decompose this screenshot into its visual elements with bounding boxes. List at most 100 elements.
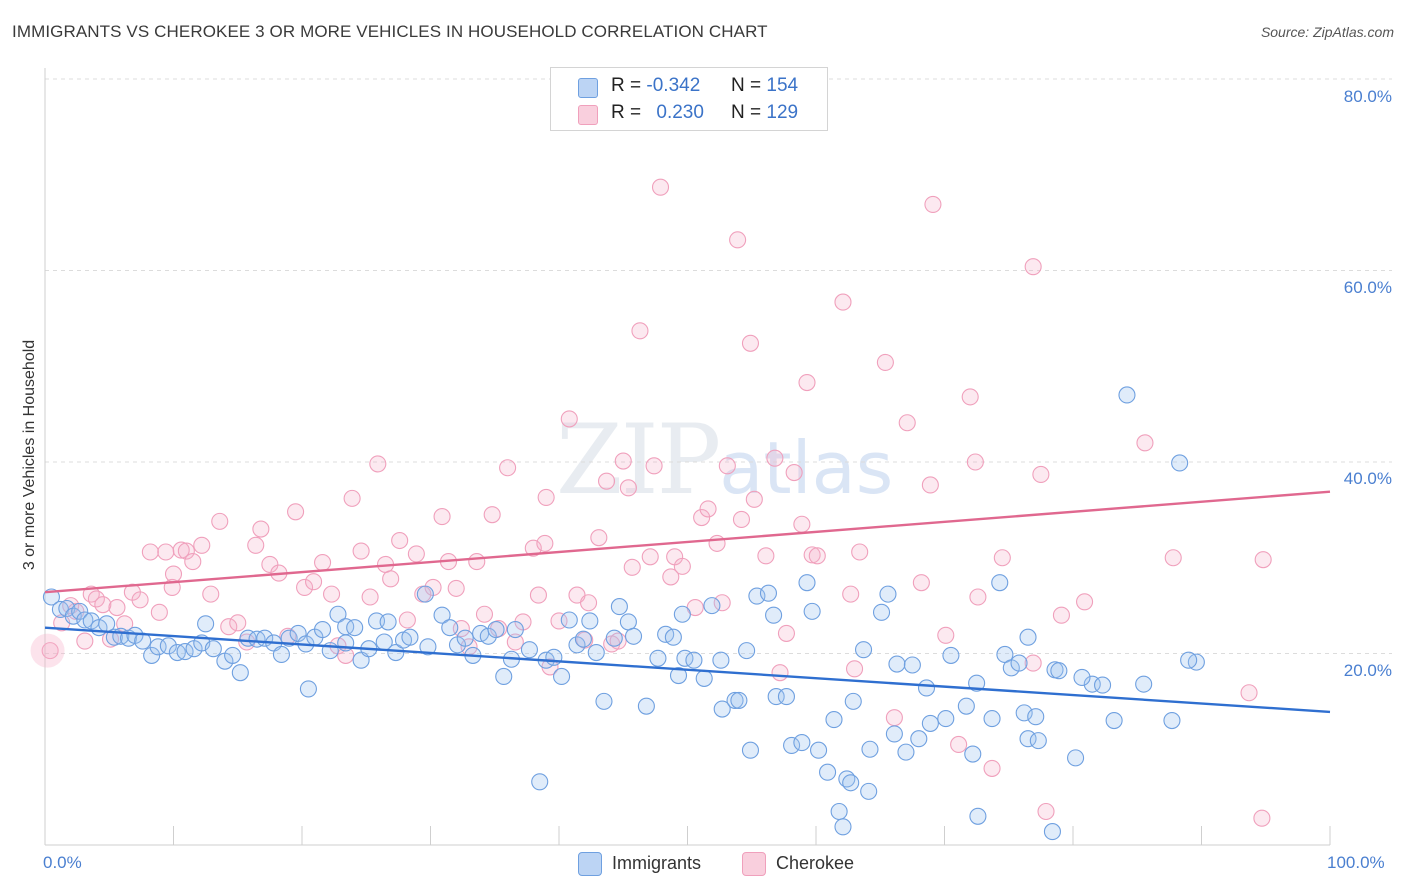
immigrants-point bbox=[379, 613, 397, 631]
immigrants-point bbox=[1105, 711, 1123, 730]
immigrants-point bbox=[738, 642, 756, 660]
immigrants-point bbox=[1171, 454, 1189, 472]
immigrants-point bbox=[854, 641, 873, 659]
cherokee-point bbox=[597, 472, 616, 490]
cherokee-point bbox=[1164, 549, 1182, 567]
bottom-immigrants-swatch bbox=[578, 852, 602, 876]
cherokee-point bbox=[87, 590, 105, 608]
immigrants-point bbox=[346, 619, 364, 637]
immigrants-point bbox=[441, 619, 459, 637]
cherokee-point bbox=[391, 531, 409, 550]
chart-title: IMMIGRANTS VS CHEROKEE 3 OR MORE VEHICLE… bbox=[12, 22, 768, 41]
cherokee-points bbox=[30, 178, 1272, 827]
cherokee-point bbox=[108, 598, 126, 617]
cherokee-point bbox=[803, 546, 821, 564]
cherokee-r-label: R = bbox=[611, 102, 642, 123]
immigrants-point bbox=[726, 691, 744, 709]
cherokee-point bbox=[961, 388, 979, 406]
cherokee-point bbox=[287, 503, 305, 521]
cherokee-n-value: 129 bbox=[766, 102, 799, 123]
immigrants-point bbox=[834, 818, 852, 836]
immigrants-point bbox=[741, 741, 760, 759]
cherokee-point bbox=[766, 449, 784, 467]
bottom-cherokee-swatch bbox=[742, 852, 766, 876]
cherokee-trend-line bbox=[44, 490, 1331, 594]
cherokee-point bbox=[1032, 465, 1050, 483]
watermark-zip: ZIP bbox=[556, 404, 721, 516]
cherokee-point bbox=[475, 605, 494, 623]
cherokee-point bbox=[323, 585, 341, 603]
cherokee-point bbox=[131, 591, 149, 609]
cherokee-point bbox=[141, 543, 159, 561]
cherokee-point bbox=[619, 479, 637, 497]
cherokee-point bbox=[261, 555, 279, 574]
immigrants-point bbox=[983, 710, 1001, 728]
immigrants-point bbox=[712, 651, 730, 669]
y-tick-label-60: 60.0% bbox=[1343, 278, 1392, 297]
immigrants-point bbox=[280, 629, 298, 647]
immigrants-point bbox=[224, 646, 242, 664]
cherokee-point bbox=[150, 603, 168, 621]
immigrants-point bbox=[991, 574, 1009, 592]
immigrants-point bbox=[605, 629, 623, 647]
immigrants-point bbox=[897, 743, 915, 761]
bottom-immigrants-label: Immigrants bbox=[612, 853, 702, 873]
cherokee-point bbox=[845, 660, 864, 678]
immigrants-point bbox=[879, 585, 897, 603]
cherokee-point bbox=[1240, 684, 1258, 702]
cherokee-point bbox=[651, 178, 670, 196]
immigrants-point bbox=[387, 643, 405, 662]
immigrants-swatch bbox=[578, 78, 598, 98]
cherokee-point bbox=[314, 553, 332, 572]
immigrants-point bbox=[581, 612, 599, 630]
immigrants-point bbox=[1019, 628, 1037, 646]
cherokee-point bbox=[398, 611, 416, 629]
cherokee-point bbox=[220, 618, 238, 636]
immigrants-point bbox=[830, 802, 848, 821]
immigrants-point bbox=[730, 691, 748, 709]
cherokee-point bbox=[641, 548, 659, 566]
immigrants-point bbox=[1050, 662, 1068, 680]
immigrants-point bbox=[872, 603, 891, 621]
cherokee-point bbox=[407, 545, 425, 563]
immigrants-point bbox=[921, 714, 939, 732]
x-tick-label-min: 0.0% bbox=[43, 853, 82, 872]
cherokee-point bbox=[164, 565, 183, 583]
cherokee-point bbox=[993, 549, 1011, 567]
cherokee-point bbox=[969, 588, 987, 606]
immigrants-point bbox=[937, 710, 955, 728]
immigrants-point bbox=[401, 628, 419, 646]
cherokee-point bbox=[757, 547, 775, 565]
immigrants-point bbox=[1163, 711, 1181, 730]
cherokee-point bbox=[808, 547, 826, 565]
cherokee-point bbox=[912, 574, 930, 592]
cherokee-point bbox=[1037, 802, 1055, 821]
cherokee-point bbox=[708, 534, 726, 552]
cherokee-point bbox=[1254, 551, 1272, 569]
cherokee-point bbox=[798, 373, 816, 392]
x-tick-label-max: 100.0% bbox=[1327, 853, 1385, 872]
cherokee-point bbox=[343, 489, 361, 507]
cherokee-point bbox=[296, 578, 314, 596]
immigrants-point bbox=[685, 651, 703, 669]
cherokee-point bbox=[202, 585, 220, 603]
bottom-cherokee-label: Cherokee bbox=[776, 853, 855, 873]
cherokee-point bbox=[1024, 258, 1042, 276]
cherokee-point bbox=[785, 463, 803, 482]
immigrants-point bbox=[419, 638, 437, 656]
cherokee-point bbox=[537, 488, 555, 506]
immigrants-point bbox=[568, 636, 586, 654]
immigrants-point bbox=[531, 773, 549, 791]
immigrants-point bbox=[767, 688, 785, 706]
immigrants-point bbox=[673, 605, 691, 623]
cherokee-point bbox=[623, 558, 641, 576]
immigrants-point bbox=[777, 688, 795, 706]
cherokee-point bbox=[229, 614, 247, 632]
y-tick-label-80: 80.0% bbox=[1343, 87, 1392, 106]
immigrants-r-label: R = bbox=[611, 75, 642, 96]
trend-lines bbox=[44, 490, 1331, 714]
cherokee-point bbox=[76, 632, 94, 650]
immigrants-n-label: N = bbox=[731, 75, 762, 96]
cherokee-point bbox=[771, 664, 789, 682]
cherokee-point bbox=[729, 231, 747, 249]
